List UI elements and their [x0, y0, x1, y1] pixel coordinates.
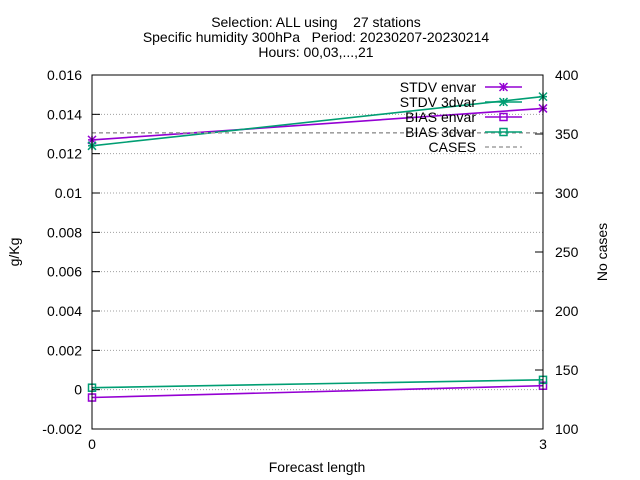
- legend-label: BIAS envar: [405, 109, 476, 125]
- legend-label: STDV envar: [400, 79, 477, 95]
- y2-tick-label: 100: [555, 421, 579, 437]
- legend-item: STDV 3dvar: [400, 94, 522, 110]
- x-axis-label: Forecast length: [269, 459, 366, 475]
- y2-tick-label: 200: [555, 303, 579, 319]
- chart-title: Selection: ALL using 27 stations Specifi…: [143, 14, 490, 60]
- y-tick-label: 0.014: [47, 106, 82, 122]
- y-axis-label: g/Kg: [6, 238, 22, 267]
- legend-label: BIAS 3dvar: [405, 124, 476, 140]
- y-tick-label: 0.01: [55, 185, 82, 201]
- y2-axis-label: No cases: [594, 223, 610, 281]
- y2-tick-label: 350: [555, 126, 579, 142]
- square-marker: [499, 112, 508, 122]
- marker-stroke: [498, 82, 509, 92]
- legend-item: CASES: [429, 139, 522, 155]
- title-line-3: Hours: 00,03,...,21: [258, 44, 373, 60]
- ticks: 0.016 0.014 0.012 0.01 0.008 0.006 0.004 0.002 0…: [42, 67, 578, 452]
- x-tick-label: 0: [88, 436, 96, 452]
- y-tick-label: 0.004: [47, 303, 82, 319]
- y2-tick-label: 300: [555, 185, 579, 201]
- y-tick-label: 0.008: [47, 224, 82, 240]
- x-tick-label: 3: [539, 436, 547, 452]
- series-line: [91, 95, 544, 147]
- series-line: [91, 107, 544, 141]
- y2-tick-label: 400: [555, 67, 579, 83]
- y2-tick-label: 250: [555, 244, 579, 260]
- legend-item: BIAS 3dvar: [405, 124, 522, 140]
- title-line-1: Selection: ALL using 27 stations: [211, 14, 421, 30]
- legend-label: CASES: [429, 139, 476, 155]
- grid: [92, 113, 543, 391]
- legend-item: STDV envar: [400, 79, 522, 95]
- title-line-2: Specific humidity 300hPa Period: 2023020…: [143, 29, 490, 45]
- y-tick-label: -0.002: [42, 421, 82, 437]
- series-bias-3dvar: [87, 375, 548, 392]
- marker-stroke: [498, 97, 509, 107]
- series-line: [91, 379, 544, 389]
- star-marker: [498, 82, 509, 92]
- y-tick-label: 0.002: [47, 342, 82, 358]
- y-tick-label: 0.016: [47, 67, 82, 83]
- y-tick-label: 0: [74, 382, 82, 398]
- series-line: [91, 384, 544, 399]
- y-tick-label: 0.012: [47, 146, 82, 162]
- square-marker: [499, 127, 508, 137]
- series-bias-envar: [87, 381, 548, 402]
- y2-tick-label: 150: [555, 362, 579, 378]
- star-marker: [498, 97, 509, 107]
- legend-item: BIAS envar: [405, 109, 522, 125]
- plot-frame: [91, 74, 544, 430]
- legend-label: STDV 3dvar: [400, 94, 477, 110]
- y-tick-label: 0.006: [47, 264, 82, 280]
- series-layer: [87, 92, 548, 402]
- series-stdv-3dvar: [87, 92, 548, 151]
